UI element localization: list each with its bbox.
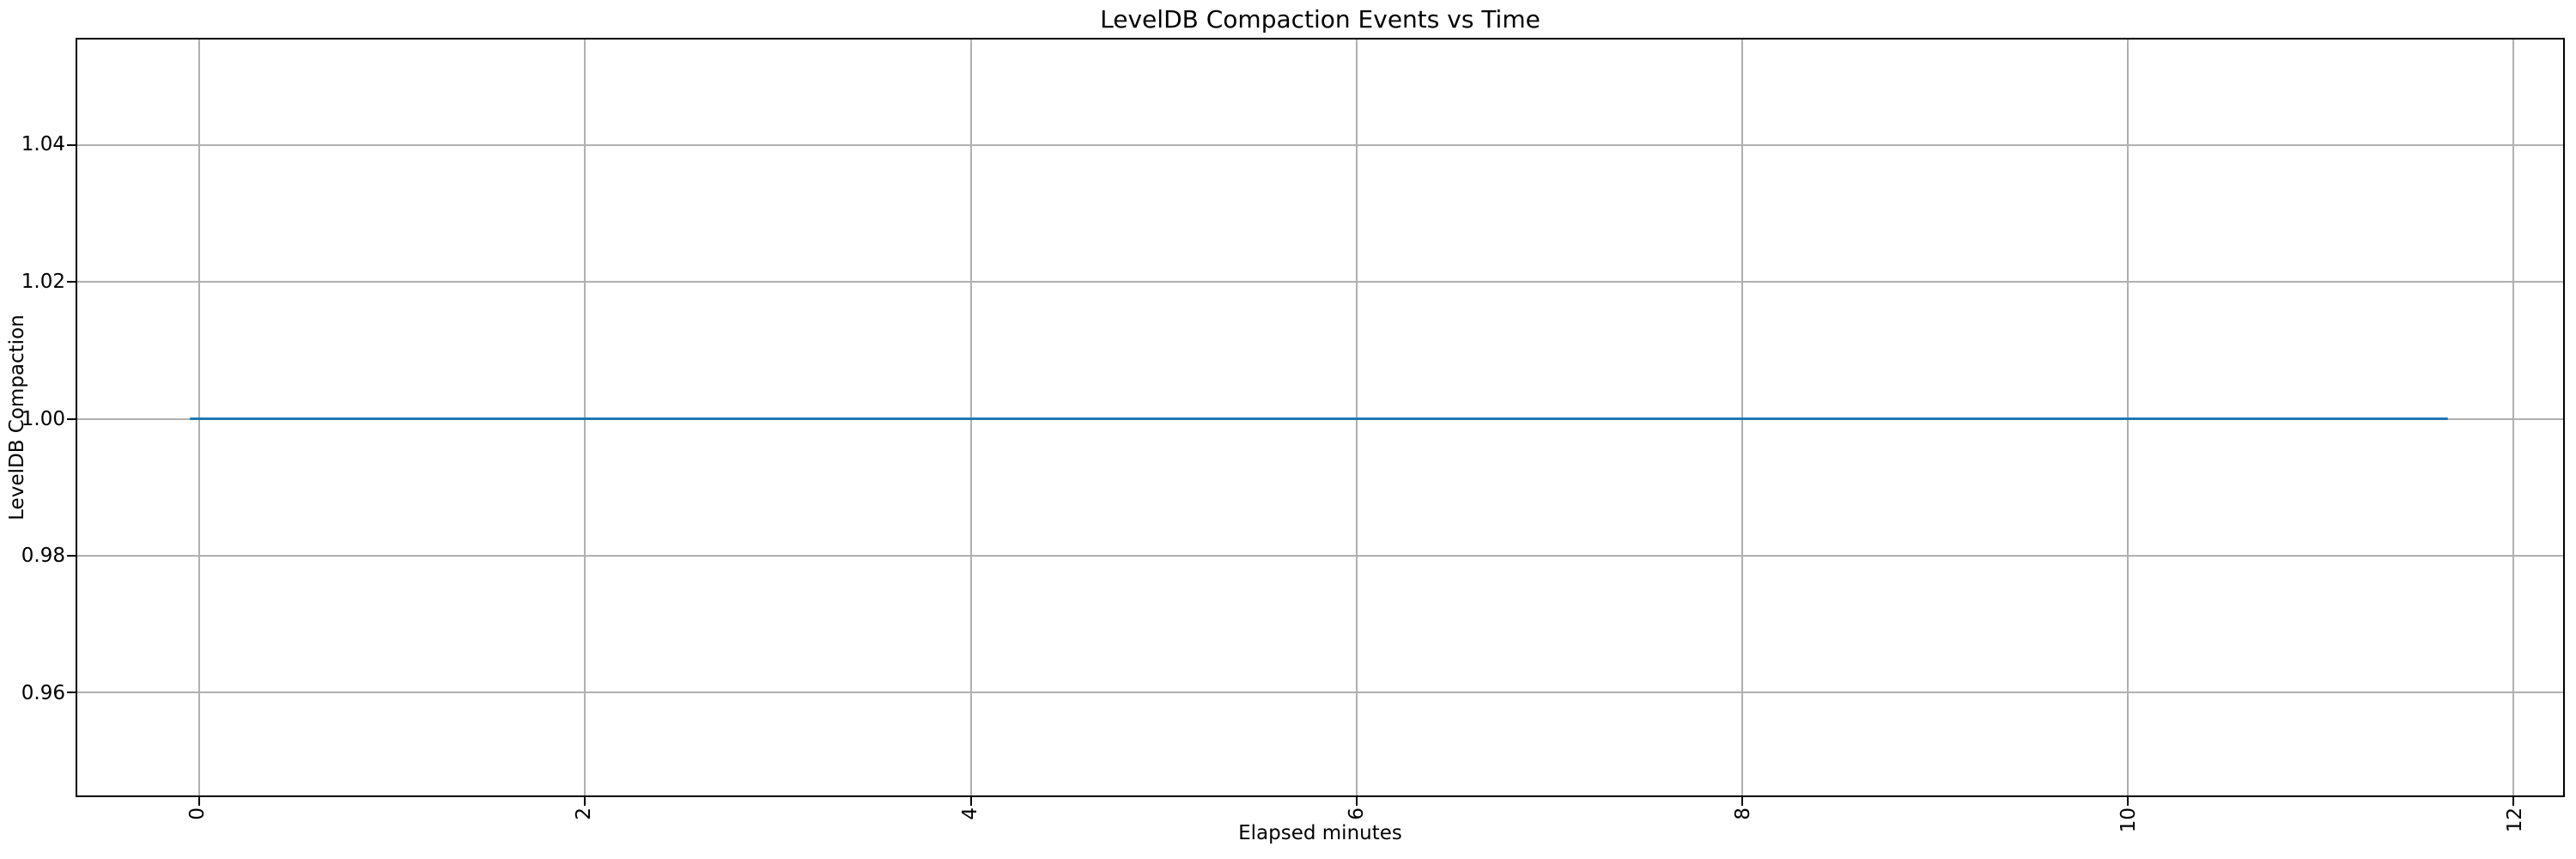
y-tick-mark <box>67 417 76 420</box>
y-gridline <box>77 691 2563 693</box>
series-line <box>189 417 2448 421</box>
y-tick-mark <box>67 281 76 283</box>
y-gridline <box>77 281 2563 283</box>
y-tick-label: 1.00 <box>21 407 65 430</box>
x-gridline <box>2512 40 2515 795</box>
y-gridline <box>77 554 2563 557</box>
x-gridline <box>584 40 586 795</box>
y-tick-mark <box>67 144 76 147</box>
y-tick-mark <box>67 691 76 693</box>
x-tick-label: 8 <box>1731 807 1754 820</box>
y-tick-label: 1.04 <box>21 132 65 155</box>
x-tick-label: 0 <box>186 807 210 820</box>
x-gridline <box>198 40 201 795</box>
y-tick-label: 0.96 <box>21 682 65 705</box>
x-tick-label: 4 <box>958 807 981 820</box>
y-tick-mark <box>67 554 76 557</box>
x-tick-mark <box>1741 797 1743 806</box>
x-axis-title: Elapsed minutes <box>1238 822 1402 844</box>
plot-area <box>67 38 2565 806</box>
chart-title: LevelDB Compaction Events vs Time <box>1100 5 1540 34</box>
x-tick-label: 2 <box>573 807 596 820</box>
y-axis-title: LevelDB Compaction <box>6 314 28 521</box>
x-tick-mark <box>2512 797 2515 806</box>
x-tick-mark <box>1355 797 1358 806</box>
x-tick-label: 6 <box>1345 807 1368 820</box>
x-tick-mark <box>969 797 972 806</box>
x-tick-mark <box>198 797 201 806</box>
x-gridline <box>969 40 972 795</box>
x-gridline <box>2127 40 2129 795</box>
y-tick-label: 1.02 <box>21 270 65 293</box>
x-gridline <box>1741 40 1743 795</box>
y-tick-labels: 0.96 0.98 1.00 1.02 1.04 <box>0 38 65 797</box>
x-gridline <box>1355 40 1358 795</box>
x-tick-mark <box>584 797 586 806</box>
x-tick-mark <box>2127 797 2129 806</box>
y-tick-label: 0.98 <box>21 545 65 568</box>
y-gridline <box>77 144 2563 147</box>
